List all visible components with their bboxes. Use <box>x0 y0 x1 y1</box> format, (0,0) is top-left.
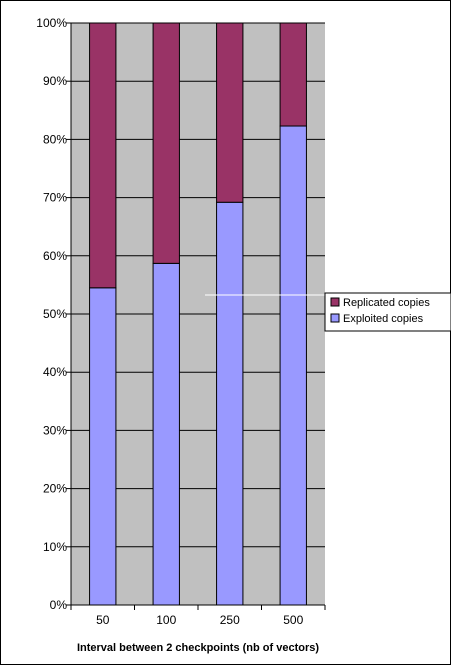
x-axis-title: Interval between 2 checkpoints (nb of ve… <box>77 642 319 654</box>
bar-exploited-copies <box>216 201 244 606</box>
bar-replicated-copies <box>89 22 117 289</box>
y-tick-label: 100% <box>36 16 67 30</box>
y-tick-label: 10% <box>43 540 67 554</box>
bar-exploited-copies <box>89 287 117 606</box>
x-tick-label: 50 <box>96 613 110 627</box>
y-tick-label: 60% <box>43 249 67 263</box>
x-tick-label: 100 <box>156 613 176 627</box>
bar-exploited-copies <box>279 125 307 606</box>
legend: Replicated copies Exploited copies <box>324 292 451 332</box>
y-tick-labels: 0% 10% 20% 30% 40% 50% 60% 70% 80% 90% 100% <box>36 16 67 612</box>
x-tick-labels: 50 100 250 500 <box>96 613 304 627</box>
legend-label: Replicated copies <box>343 297 430 309</box>
legend-swatch <box>330 297 340 307</box>
x-tick-label: 500 <box>283 613 303 627</box>
legend-box <box>324 292 451 332</box>
y-tick-label: 30% <box>43 423 67 437</box>
y-tick-label: 0% <box>50 598 68 612</box>
y-tick-label: 40% <box>43 365 67 379</box>
y-tick-label: 70% <box>43 191 67 205</box>
bar-replicated-copies <box>152 22 180 264</box>
axes <box>66 22 326 610</box>
legend-label: Exploited copies <box>343 313 424 325</box>
y-tick-label: 20% <box>43 482 67 496</box>
bar-replicated-copies <box>216 22 244 203</box>
bar-replicated-copies <box>279 22 307 127</box>
bar-exploited-copies <box>152 262 180 606</box>
y-tick-label: 50% <box>43 307 67 321</box>
x-tick-label: 250 <box>220 613 240 627</box>
y-tick-label: 80% <box>43 132 67 146</box>
legend-swatch <box>330 313 340 323</box>
bars <box>89 22 307 606</box>
y-tick-label: 90% <box>43 74 67 88</box>
